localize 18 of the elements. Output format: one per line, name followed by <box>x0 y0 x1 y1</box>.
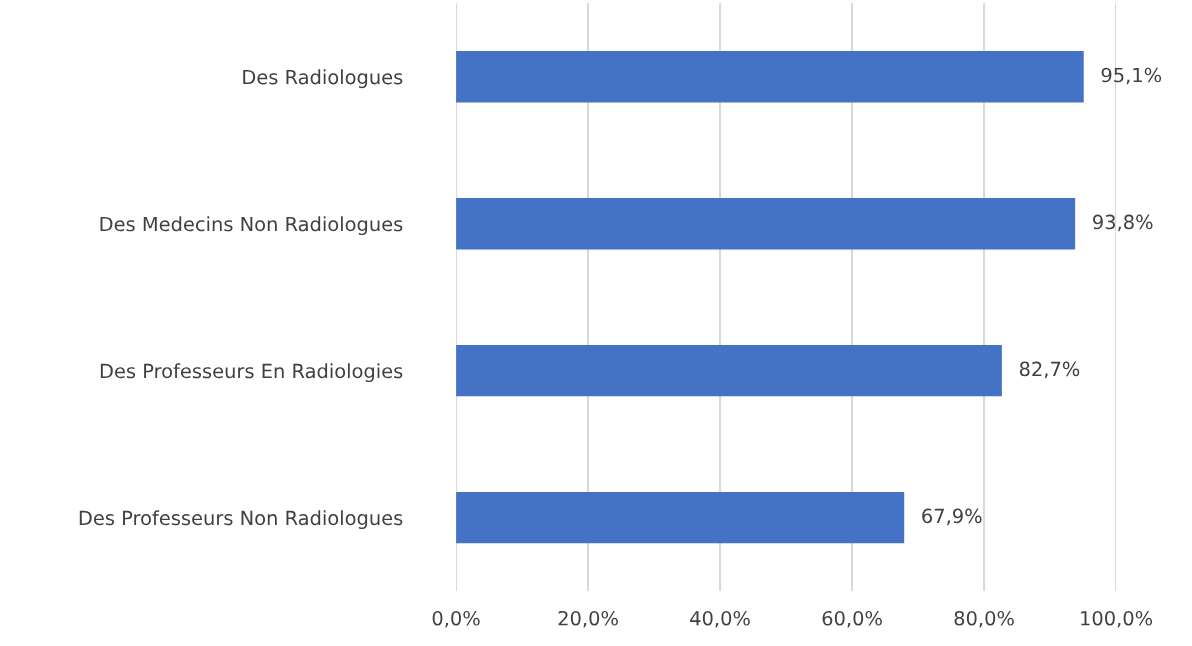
data-label: 67,9% <box>922 508 982 526</box>
y-tick-label: Des Radiologues <box>243 69 403 89</box>
x-tick-label: 40,0% <box>690 610 750 628</box>
bar <box>456 491 905 544</box>
bar <box>456 344 1002 397</box>
x-tick-label: 60,0% <box>822 610 882 628</box>
x-tick-label: 0,0% <box>432 610 480 628</box>
bar <box>456 197 1076 250</box>
bar <box>456 50 1084 103</box>
x-tick-label: 100,0% <box>1081 610 1153 628</box>
data-label: 93,8% <box>1093 214 1153 232</box>
data-label: 95,1% <box>1101 67 1162 85</box>
x-tick-label: 20,0% <box>558 610 618 628</box>
y-tick-label: Des Medecins Non Radiologues <box>100 216 403 236</box>
y-tick-label: Des Professeurs En Radiologies <box>100 363 403 383</box>
y-tick-label: Des Professeurs Non Radiologues <box>79 510 403 530</box>
data-label: 82,7% <box>1019 361 1080 379</box>
x-tick-label: 80,0% <box>954 610 1014 628</box>
